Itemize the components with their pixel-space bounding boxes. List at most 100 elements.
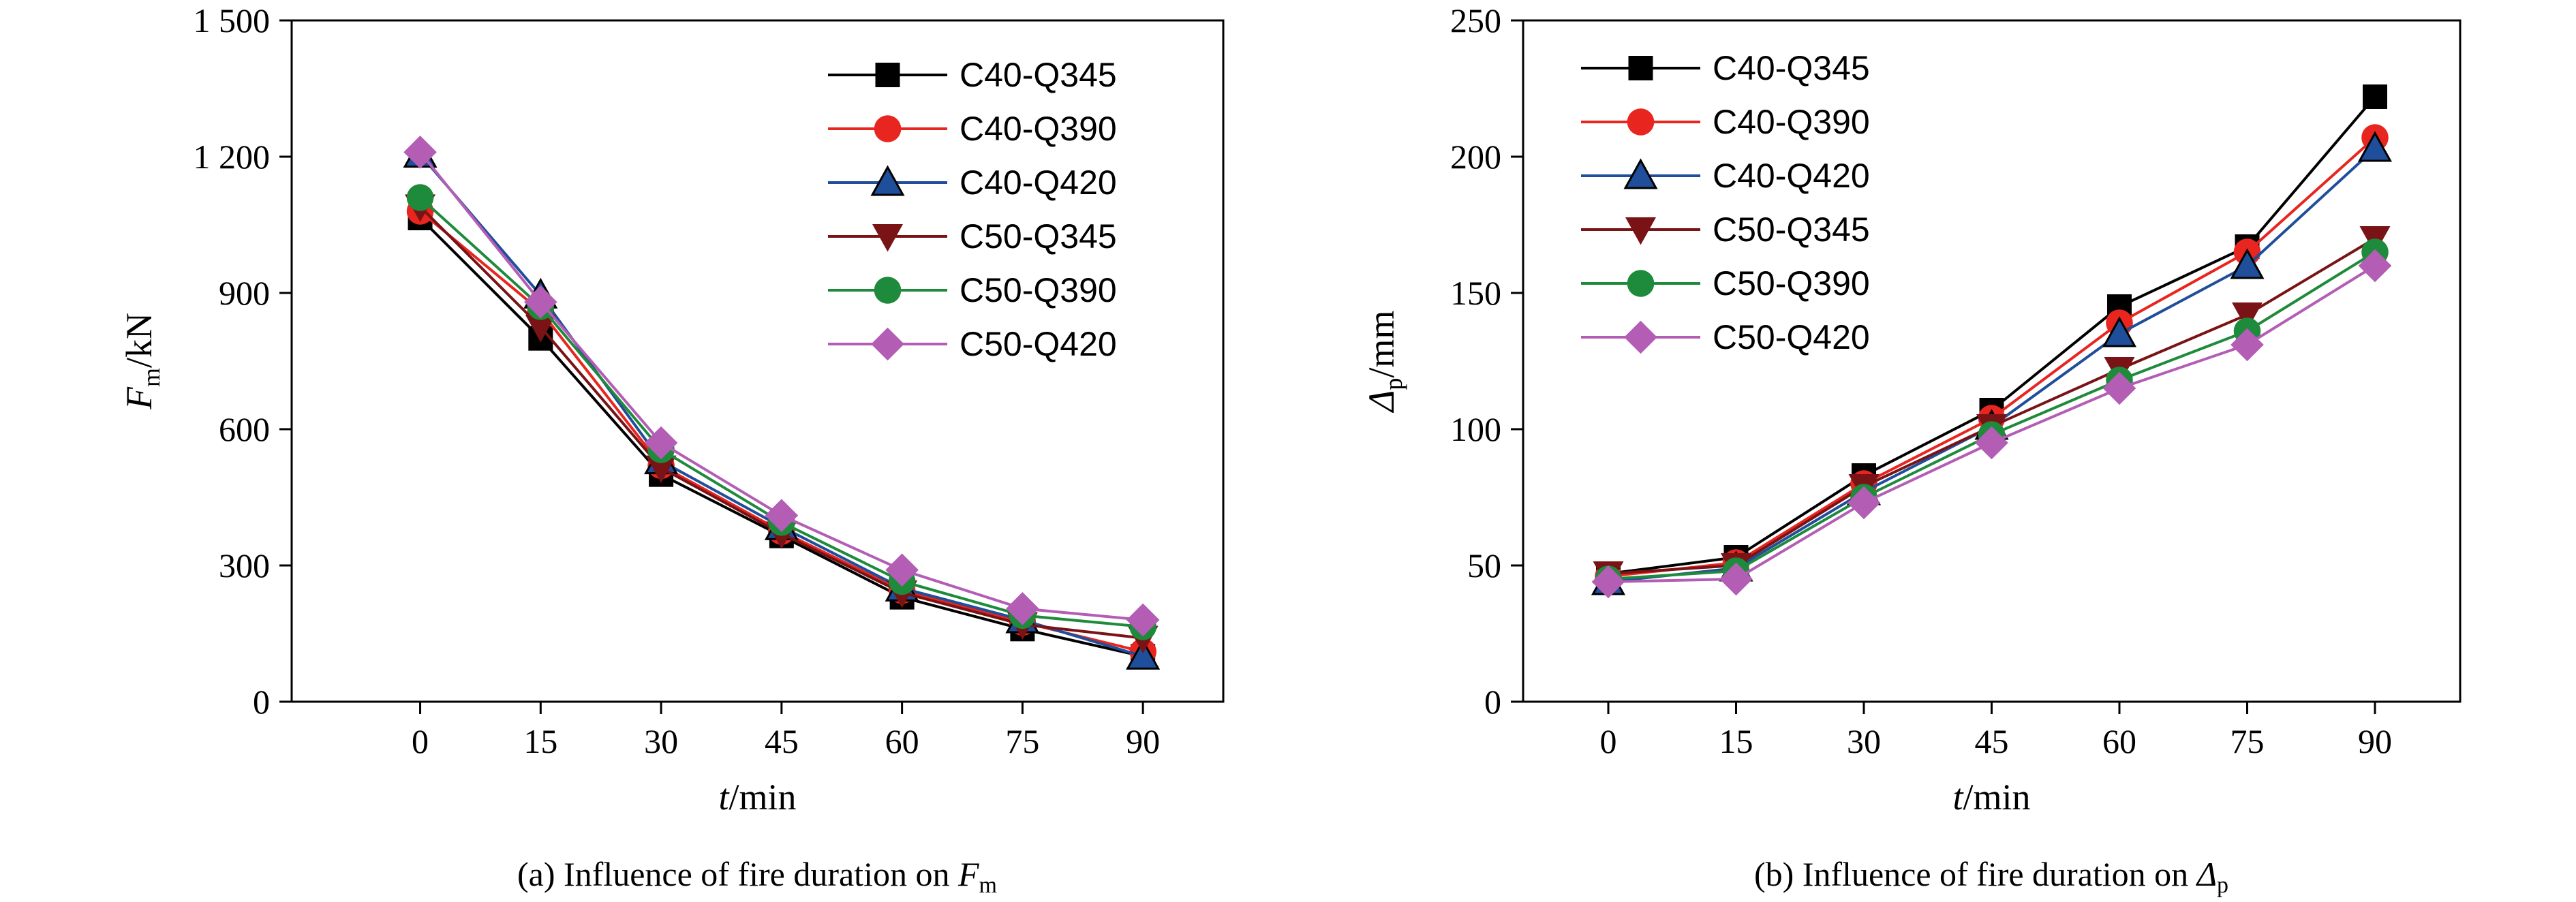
data-point-C50-Q390 — [406, 184, 434, 211]
legend-marker — [871, 327, 904, 361]
data-point-C50-Q420 — [524, 285, 557, 319]
chart-panel-b: 0 15 30 45 60 75 90 0 50 100 150 200 250 t/min Δp/mm C4… — [1361, 1, 2462, 898]
data-point-C50-Q420 — [1847, 486, 1881, 520]
legend-marker — [874, 115, 902, 142]
x-tick-label: 60 — [2102, 722, 2136, 760]
data-point-C50-Q345 — [645, 455, 677, 484]
y-tick-label: 0 — [1484, 683, 1501, 721]
legend-marker — [872, 224, 903, 252]
x-tick-label: 0 — [412, 722, 429, 760]
legend-marker — [1627, 270, 1655, 297]
data-point-C50-Q420 — [2230, 328, 2264, 362]
data-point-C50-Q420 — [644, 426, 678, 460]
caption-subscript: p — [2217, 873, 2228, 898]
y-axis-subscript: p — [1380, 378, 1407, 390]
legend-marker — [1627, 108, 1655, 136]
x-tick-label: 30 — [644, 722, 678, 760]
data-point-C40-Q420 — [2357, 131, 2393, 162]
y-tick-label: 900 — [219, 274, 270, 312]
y-axis-title: Fm/kN — [119, 313, 165, 410]
legend-marker — [1628, 56, 1653, 80]
x-tick-label: 75 — [2230, 722, 2265, 760]
x-tick-label: 30 — [1847, 722, 1881, 760]
legend-label: C50-Q420 — [960, 325, 1117, 363]
x-tick-label: 90 — [2358, 722, 2392, 760]
y-tick-label: 150 — [1450, 274, 1501, 312]
x-axis-title: t/min — [718, 777, 796, 818]
series-line-C40-Q390 — [1608, 136, 2376, 578]
data-point-C50-Q345 — [525, 315, 556, 343]
data-point-C50-Q420 — [1719, 562, 1753, 596]
data-point-C50-Q420 — [885, 553, 919, 587]
legend-label: C40-Q390 — [1713, 103, 1870, 141]
legend-label: C40-Q390 — [960, 110, 1117, 148]
y-axis-variable: Δ — [1361, 390, 1402, 414]
y-tick-label: 50 — [1467, 546, 1501, 585]
legend-marker — [1623, 158, 1658, 189]
data-point-C50-Q420 — [1591, 565, 1625, 599]
x-tick-label: 0 — [1600, 722, 1617, 760]
legend-marker — [870, 165, 905, 196]
data-point-C40-Q420 — [1126, 638, 1161, 670]
legend-label: C50-Q390 — [1713, 264, 1870, 302]
legend-label: C40-Q345 — [960, 56, 1117, 94]
caption-text: (a) Influence of fire duration on — [517, 855, 958, 893]
y-tick-label: 250 — [1450, 1, 1501, 40]
data-point-C50-Q345 — [2232, 302, 2263, 330]
figure-caption: (b) Influence of fire duration on Δp — [1754, 855, 2228, 898]
caption-text: (b) Influence of fire duration on — [1754, 855, 2197, 893]
legend-label: C50-Q345 — [1713, 211, 1870, 249]
legend-marker — [1625, 217, 1656, 245]
x-axis-variable: t — [718, 777, 730, 818]
x-tick-label: 75 — [1005, 722, 1039, 760]
data-point-C50-Q420 — [1975, 426, 2008, 460]
y-tick-label: 300 — [219, 546, 270, 585]
legend-label: C40-Q420 — [1713, 157, 1870, 195]
y-axis-unit: /mm — [1361, 311, 1402, 378]
x-tick-label: 45 — [765, 722, 799, 760]
y-tick-label: 0 — [253, 683, 270, 721]
data-point-C50-Q420 — [403, 136, 437, 169]
y-tick-label: 1 200 — [194, 138, 271, 176]
x-tick-label: 90 — [1126, 722, 1160, 760]
legend-label: C50-Q390 — [960, 271, 1117, 309]
data-point-C50-Q420 — [1126, 603, 1160, 637]
x-tick-label: 15 — [1719, 722, 1753, 760]
data-point-C50-Q420 — [765, 499, 799, 532]
legend-label: C40-Q420 — [960, 164, 1117, 202]
data-point-C50-Q420 — [1006, 592, 1039, 625]
legend-marker — [874, 277, 902, 304]
x-tick-label: 45 — [1975, 722, 2009, 760]
legend-label: C40-Q345 — [1713, 49, 1870, 87]
legend-label: C50-Q420 — [1713, 318, 1870, 356]
caption-subscript: m — [979, 873, 997, 898]
legend-marker — [875, 63, 900, 87]
data-point-C40-Q420 — [2102, 316, 2137, 347]
y-tick-label: 600 — [219, 410, 270, 448]
x-axis-variable: t — [1952, 777, 1964, 818]
series-line-C50-Q390 — [419, 196, 1144, 628]
y-tick-label: 1 500 — [194, 1, 271, 40]
x-axis-unit: /min — [1963, 777, 2031, 818]
x-tick-label: 60 — [885, 722, 919, 760]
y-tick-label: 200 — [1450, 138, 1501, 176]
y-axis-unit: /kN — [119, 313, 159, 368]
figure-caption: (a) Influence of fire duration on Fm — [517, 855, 997, 898]
x-tick-label: 15 — [523, 722, 557, 760]
x-axis-title: t/min — [1952, 777, 2030, 818]
x-axis-unit: /min — [729, 777, 797, 818]
y-axis-title: Δp/mm — [1361, 311, 1407, 414]
legend-marker — [1624, 320, 1657, 354]
data-point-C40-Q420 — [2230, 248, 2265, 279]
caption-variable: F — [957, 855, 979, 893]
legend-label: C50-Q345 — [960, 217, 1117, 255]
y-tick-label: 100 — [1450, 410, 1501, 448]
y-axis-variable: F — [119, 386, 159, 410]
plot-frame — [290, 19, 1225, 703]
y-axis-subscript: m — [138, 368, 165, 387]
data-point-C50-Q420 — [2102, 371, 2136, 405]
caption-variable: Δ — [2196, 855, 2217, 893]
data-point-C40-Q345 — [2363, 84, 2387, 109]
